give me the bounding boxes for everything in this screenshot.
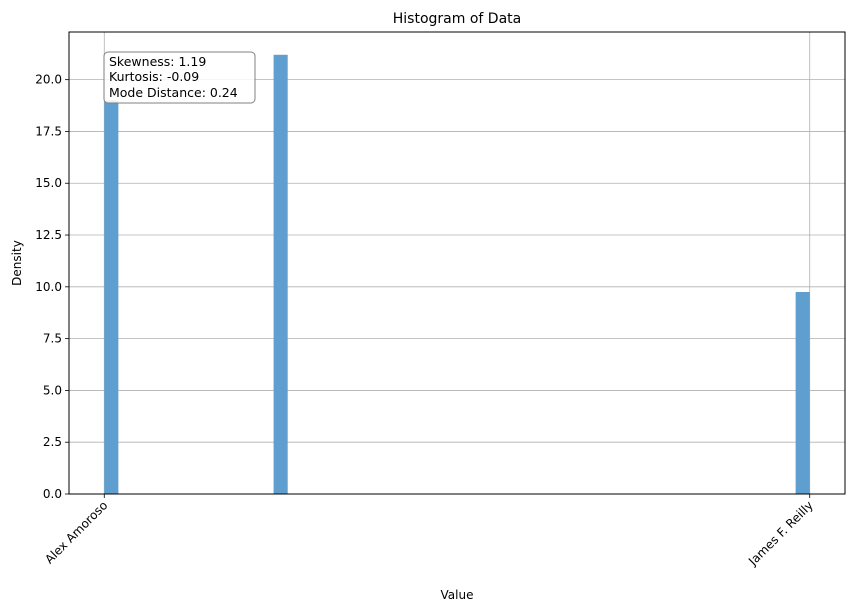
x-axis-label: Value [441,588,474,602]
chart-title: Histogram of Data [393,11,521,27]
y-tick-label: 17.5 [35,124,62,138]
y-gridlines [69,79,845,495]
y-tick-label: 10.0 [35,280,62,294]
x-tick-label: James F. Reilly [745,498,816,569]
y-tick-label: 12.5 [35,228,62,242]
y-tick-label: 0.0 [43,487,62,501]
x-tick-label: Alex Amoroso [42,498,110,566]
annotation-mode-distance: Mode Distance: 0.24 [109,85,238,100]
plot-frame [68,31,846,495]
histogram-bar [273,54,288,494]
y-axis-ticks: 0.0 2.5 5.0 7.5 10.0 12.5 15.0 17.5 20.0 [35,73,69,501]
annotation-kurtosis: Kurtosis: -0.09 [109,69,199,84]
y-tick-label: 7.5 [43,332,62,346]
annotation-box [103,51,256,104]
histogram-bar [104,100,119,495]
y-axis-label: Density [10,240,24,286]
annotation-skewness: Skewness: 1.19 [109,54,206,69]
y-tick-label: 5.0 [43,383,62,397]
stats-annotation: Skewness: 1.19 Kurtosis: -0.09 Mode Dist… [103,51,256,104]
histogram-bar [795,292,810,494]
bars [104,54,810,495]
y-tick-label: 15.0 [35,176,62,190]
y-tick-label: 2.5 [43,435,62,449]
x-axis-ticks: Alex Amoroso James F. Reilly [42,494,816,569]
y-tick-label: 20.0 [35,73,62,87]
